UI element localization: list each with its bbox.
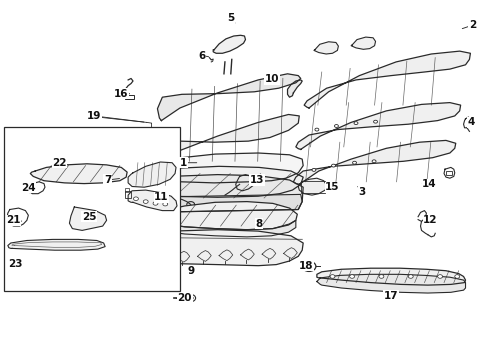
Text: 11: 11 (154, 192, 168, 202)
Circle shape (373, 120, 377, 123)
Polygon shape (313, 42, 338, 54)
Polygon shape (30, 164, 127, 184)
Text: 20: 20 (177, 293, 192, 303)
Polygon shape (105, 175, 303, 213)
Text: 25: 25 (81, 212, 96, 222)
Polygon shape (295, 103, 460, 149)
Polygon shape (293, 140, 455, 184)
Polygon shape (147, 153, 303, 183)
Circle shape (314, 128, 318, 131)
Text: 6: 6 (198, 51, 205, 61)
Circle shape (353, 122, 357, 125)
Polygon shape (69, 207, 106, 230)
Circle shape (153, 202, 158, 205)
Circle shape (454, 275, 459, 278)
Bar (301, 181, 324, 193)
Circle shape (437, 275, 442, 278)
Polygon shape (150, 215, 295, 237)
Text: 23: 23 (8, 258, 23, 269)
Text: 19: 19 (86, 111, 101, 121)
Bar (125, 95, 134, 99)
Polygon shape (128, 162, 176, 187)
Bar (445, 171, 451, 175)
Polygon shape (304, 51, 469, 108)
Bar (125, 188, 129, 192)
Bar (4, 127, 180, 291)
Polygon shape (316, 268, 465, 285)
Circle shape (378, 275, 383, 278)
Text: 22: 22 (52, 158, 67, 168)
Text: 15: 15 (325, 182, 339, 192)
Text: 3: 3 (358, 186, 365, 197)
Polygon shape (8, 239, 105, 250)
Circle shape (329, 275, 334, 278)
Circle shape (407, 275, 412, 278)
Circle shape (133, 197, 138, 201)
Polygon shape (287, 80, 302, 97)
Text: 13: 13 (249, 175, 264, 185)
Circle shape (349, 275, 354, 278)
Text: 24: 24 (21, 183, 36, 193)
Polygon shape (298, 178, 326, 195)
Bar (124, 191, 130, 198)
Text: 2: 2 (468, 20, 475, 30)
Polygon shape (316, 274, 465, 293)
Polygon shape (157, 74, 300, 121)
Text: 18: 18 (298, 261, 313, 271)
Circle shape (143, 200, 148, 203)
Text: 14: 14 (421, 179, 436, 189)
Text: 10: 10 (264, 74, 279, 84)
Circle shape (302, 261, 315, 271)
Circle shape (371, 160, 375, 163)
Polygon shape (213, 35, 245, 53)
Text: 17: 17 (383, 291, 398, 301)
Text: 1: 1 (180, 158, 186, 168)
Circle shape (311, 168, 315, 171)
Text: 5: 5 (227, 13, 234, 23)
Polygon shape (155, 114, 299, 158)
Text: 7: 7 (103, 175, 111, 185)
Circle shape (352, 161, 356, 164)
Circle shape (163, 202, 167, 206)
Circle shape (334, 125, 338, 127)
Polygon shape (128, 190, 177, 211)
Polygon shape (350, 37, 375, 49)
Circle shape (331, 164, 335, 167)
Polygon shape (150, 202, 297, 230)
Text: 9: 9 (187, 266, 194, 276)
Circle shape (185, 294, 195, 302)
Text: 21: 21 (6, 215, 21, 225)
Polygon shape (108, 166, 303, 197)
Polygon shape (102, 230, 303, 266)
Polygon shape (105, 194, 302, 213)
Text: 4: 4 (467, 117, 474, 127)
Text: 8: 8 (255, 219, 262, 229)
Text: 12: 12 (422, 215, 437, 225)
Text: 16: 16 (114, 89, 128, 99)
